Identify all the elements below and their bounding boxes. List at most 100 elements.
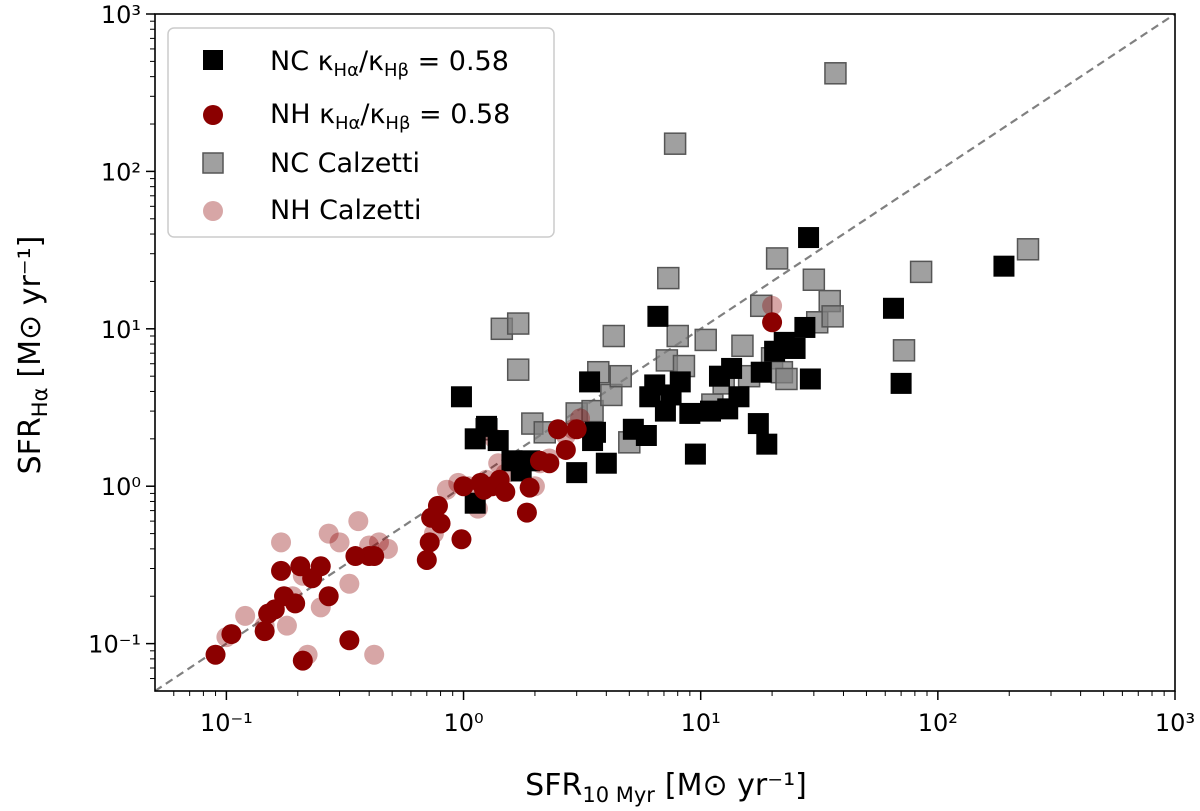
data-point (794, 316, 816, 338)
legend-marker-nc-kappa (203, 50, 223, 70)
legend-label-nh-calzetti: NH Calzetti (270, 195, 421, 226)
y-tick-label: 10² (101, 158, 141, 186)
data-point (821, 305, 844, 328)
data-point (310, 556, 331, 577)
data-point (749, 294, 773, 318)
data-point (882, 297, 904, 319)
data-point (506, 358, 530, 381)
data-point (890, 372, 912, 394)
data-point (416, 549, 437, 570)
data-point (679, 402, 701, 424)
data-point (292, 650, 313, 671)
data-point (1016, 238, 1040, 261)
x-tick-label: 10⁰ (443, 709, 483, 737)
data-point (506, 312, 530, 335)
plot-area (154, 13, 1176, 692)
data-point (271, 560, 292, 581)
data-point (669, 371, 691, 393)
data-point (684, 443, 706, 465)
y-axis-title: SFRHα[M⊙ yr⁻¹] (13, 236, 52, 475)
data-point (285, 593, 306, 614)
data-point (595, 452, 617, 474)
data-point (609, 364, 632, 388)
axes: 10⁻¹ 10⁰ 10¹ 10² 10³ 10⁻¹ 10⁰ 10¹ 10² 10³ (88, 1, 1195, 737)
data-point (566, 419, 587, 440)
data-point (694, 328, 717, 352)
plot-frame (154, 13, 1176, 692)
data-point (495, 481, 516, 502)
data-point (700, 400, 722, 422)
legend-marker-nh-kappa (203, 105, 223, 125)
data-point (318, 523, 339, 544)
data-point (756, 433, 778, 455)
data-point (547, 419, 568, 440)
data-point (721, 357, 743, 379)
legend-marker-nc-calzetti (202, 152, 224, 174)
data-point (348, 511, 369, 532)
data-point (765, 247, 789, 270)
data-point (221, 624, 242, 645)
data-point (666, 324, 689, 348)
data-point (581, 399, 604, 423)
data-point (892, 339, 916, 362)
legend: NC κHα/κHβ = 0.58 NH κHα/κHβ = 0.58 NC C… (167, 27, 555, 238)
data-point (451, 529, 472, 550)
data-point (318, 586, 339, 607)
data-point (728, 386, 750, 408)
data-point (436, 479, 457, 500)
x-axis-title: SFR10 Myr [M⊙ yr⁻¹] (525, 768, 807, 807)
data-point (271, 532, 292, 553)
data-point (329, 532, 350, 553)
x-tick-label: 10⁻¹ (200, 709, 253, 737)
data-point (453, 476, 474, 497)
data-point (750, 361, 772, 383)
data-point (647, 305, 669, 327)
y-tick-label: 10⁰ (101, 473, 141, 501)
data-point (235, 605, 256, 626)
x-tick-label: 10² (918, 709, 958, 737)
data-point (644, 374, 666, 396)
data-point (802, 268, 826, 291)
data-point (799, 368, 821, 390)
data-point (657, 266, 680, 290)
data-point (784, 337, 806, 359)
data-point (276, 615, 297, 636)
data-point (798, 227, 820, 249)
data-point (205, 644, 226, 665)
data-point (539, 453, 560, 474)
data-point (339, 630, 360, 651)
x-tick-label: 10³ (1155, 709, 1195, 737)
legend-marker-nh-calzetti (203, 201, 223, 221)
data-point (345, 546, 366, 567)
data-point (602, 324, 626, 348)
data-point (635, 424, 657, 446)
series-1 (205, 312, 783, 671)
data-point (519, 477, 540, 498)
x-tick-label: 10¹ (681, 709, 721, 737)
data-point (909, 260, 933, 284)
data-point (364, 546, 385, 567)
data-point (516, 502, 537, 523)
data-point (775, 367, 798, 391)
data-point (584, 421, 606, 443)
legend-box (167, 27, 555, 238)
data-point (339, 573, 360, 594)
data-point (762, 295, 783, 316)
data-point (600, 383, 623, 407)
data-point (663, 132, 687, 155)
data-point (450, 386, 472, 408)
y-tick-label: 10³ (101, 1, 141, 29)
data-point (654, 400, 676, 422)
data-point (747, 413, 769, 435)
data-point (566, 462, 588, 484)
data-point (993, 255, 1015, 277)
data-point (731, 334, 754, 358)
data-point (364, 644, 385, 665)
data-point (254, 621, 275, 642)
legend-label-nc-calzetti: NC Calzetti (270, 148, 420, 179)
data-point (555, 439, 576, 460)
y-tick-label: 10⁻¹ (88, 631, 141, 659)
data-point (419, 532, 440, 553)
data-point (762, 312, 783, 333)
